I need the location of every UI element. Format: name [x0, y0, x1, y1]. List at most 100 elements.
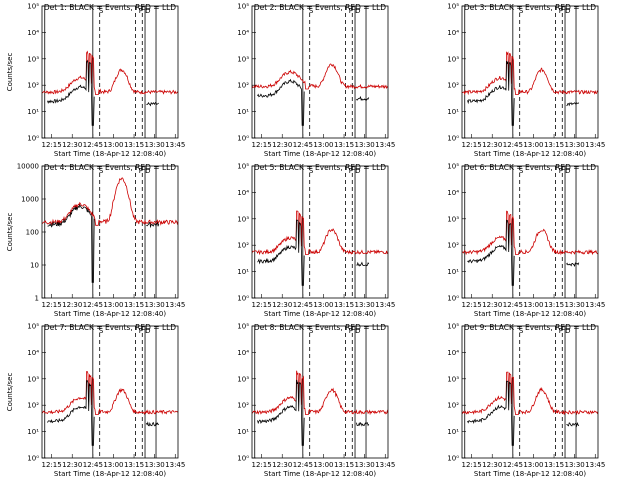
y-tick-label-0: 10⁰: [237, 295, 249, 303]
x-axis-label: Start Time (18-Apr-12 12:08:40): [474, 470, 586, 478]
x-tick-label-5: 13:30: [145, 301, 165, 309]
series-lld: [42, 50, 178, 95]
x-tick-label-4: 13:15: [124, 301, 144, 309]
y-tick-label-1: 10¹: [237, 428, 249, 436]
x-tick-label-4: 13:15: [544, 301, 564, 309]
y-tick-label-5: 10⁵: [447, 163, 459, 171]
x-tick-label-0: 12:15: [42, 141, 62, 149]
panel-title: Det 3: BLACK = Events, RED = LLD: [464, 3, 596, 12]
panel-title: Det 9: BLACK = Events, RED = LLD: [464, 323, 596, 332]
series-events-seg-1: [467, 60, 515, 126]
series-lld: [462, 51, 598, 96]
y-tick-label-0: 10⁰: [447, 295, 459, 303]
series-lld: [252, 63, 388, 90]
detector-panel-1: S P D 10⁰ 10¹ 10² 10³ 10⁴ 10⁵ 12:15 12:30 12:45 13:0…: [6, 3, 185, 159]
marker-label-p: P: [349, 7, 353, 15]
y-tick-label-5: 10⁵: [237, 163, 249, 171]
y-tick-label-2: 100: [26, 229, 39, 237]
x-tick-label-3: 13:00: [103, 461, 123, 469]
y-tick-label-2: 10²: [447, 402, 459, 410]
y-tick-label-2: 10²: [447, 242, 459, 250]
x-tick-label-2: 12:45: [503, 301, 523, 309]
x-tick-label-2: 12:45: [83, 301, 103, 309]
y-tick-label-2: 10²: [447, 82, 459, 90]
x-tick-label-0: 12:15: [462, 141, 482, 149]
y-tick-label-4: 10⁴: [27, 349, 39, 357]
marker-label-s: S: [309, 167, 314, 175]
x-tick-label-0: 12:15: [462, 301, 482, 309]
panel-title: Det 6: BLACK = Events, RED = LLD: [464, 163, 596, 172]
marker-label-d: D: [145, 7, 150, 15]
y-tick-label-1: 10¹: [27, 108, 39, 116]
plot-frame: [41, 165, 179, 299]
series-events-seg-2: [146, 221, 160, 229]
panel-title: Det 2: BLACK = Events, RED = LLD: [254, 3, 386, 12]
marker-label-p: P: [139, 167, 143, 175]
x-tick-label-3: 13:00: [103, 141, 123, 149]
panel-title: Det 1: BLACK = Events, RED = LLD: [44, 3, 176, 12]
x-tick-label-6: 13:45: [165, 301, 185, 309]
detector-panel-3: S P D 10⁰ 10¹ 10² 10³ 10⁴ 10⁵ 12:15 12:30 12:45 13:0…: [447, 3, 605, 159]
x-tick-label-5: 13:30: [565, 461, 585, 469]
plot-frame: [251, 165, 389, 299]
y-tick-label-0: 10⁰: [27, 135, 39, 143]
y-tick-label-0: 10⁰: [237, 455, 249, 463]
y-tick-label-4: 10⁴: [237, 29, 249, 37]
y-tick-label-4: 10⁴: [237, 349, 249, 357]
y-tick-label-5: 10⁵: [27, 3, 39, 11]
marker-label-d: D: [565, 167, 570, 175]
y-tick-label-0: 10⁰: [447, 455, 459, 463]
x-tick-label-3: 13:00: [313, 461, 333, 469]
y-tick-label-4: 10000: [17, 163, 39, 171]
marker-label-p: P: [559, 327, 563, 335]
y-tick-label-0: 10⁰: [27, 455, 39, 463]
x-tick-label-3: 13:00: [313, 141, 333, 149]
y-tick-label-0: 10⁰: [237, 135, 249, 143]
x-axis-label: Start Time (18-Apr-12 12:08:40): [264, 310, 376, 318]
x-tick-label-5: 13:30: [355, 301, 375, 309]
plot-frame: [461, 5, 599, 139]
x-axis-label: Start Time (18-Apr-12 12:08:40): [264, 150, 376, 158]
marker-label-d: D: [145, 167, 150, 175]
x-tick-label-0: 12:15: [42, 301, 62, 309]
panel-title: Det 8: BLACK = Events, RED = LLD: [254, 323, 386, 332]
x-tick-label-0: 12:15: [462, 461, 482, 469]
marker-label-s: S: [519, 327, 524, 335]
y-tick-label-3: 1000: [21, 196, 39, 204]
y-tick-label-5: 10⁵: [27, 323, 39, 331]
y-tick-label-3: 10³: [447, 375, 459, 383]
x-tick-label-1: 12:30: [482, 141, 502, 149]
series-events-seg-2: [356, 261, 370, 267]
series-events-seg-2: [566, 421, 580, 428]
series-events-seg-1: [467, 219, 515, 286]
x-tick-label-6: 13:45: [585, 301, 605, 309]
series-events-seg-1: [257, 78, 305, 126]
detector-panel-6: S P D 10⁰ 10¹ 10² 10³ 10⁴ 10⁵ 12:15 12:30 12:45 13:0…: [447, 163, 605, 319]
x-tick-label-3: 13:00: [523, 461, 543, 469]
x-tick-label-5: 13:30: [355, 141, 375, 149]
marker-label-p: P: [349, 167, 353, 175]
x-tick-label-4: 13:15: [334, 301, 354, 309]
x-tick-label-6: 13:45: [375, 301, 395, 309]
series-events-seg-1: [257, 379, 305, 446]
x-tick-label-4: 13:15: [124, 141, 144, 149]
y-tick-label-1: 10¹: [447, 108, 459, 116]
y-tick-label-2: 10²: [237, 242, 249, 250]
y-tick-label-4: 10⁴: [447, 29, 459, 37]
y-tick-label-2: 10²: [237, 402, 249, 410]
x-tick-label-1: 12:30: [482, 461, 502, 469]
plot-frame: [41, 5, 179, 139]
x-tick-label-3: 13:00: [523, 301, 543, 309]
series-events-seg-2: [146, 421, 160, 427]
x-tick-label-1: 12:30: [62, 301, 82, 309]
y-tick-label-1: 10¹: [447, 268, 459, 276]
x-tick-label-1: 12:30: [62, 461, 82, 469]
marker-label-s: S: [519, 167, 524, 175]
x-axis-label: Start Time (18-Apr-12 12:08:40): [474, 150, 586, 158]
series-events-seg-1: [467, 380, 515, 446]
x-tick-label-0: 12:15: [252, 141, 272, 149]
y-tick-label-4: 10⁴: [447, 349, 459, 357]
series-events-seg-2: [356, 421, 370, 427]
x-axis-label: Start Time (18-Apr-12 12:08:40): [54, 150, 166, 158]
